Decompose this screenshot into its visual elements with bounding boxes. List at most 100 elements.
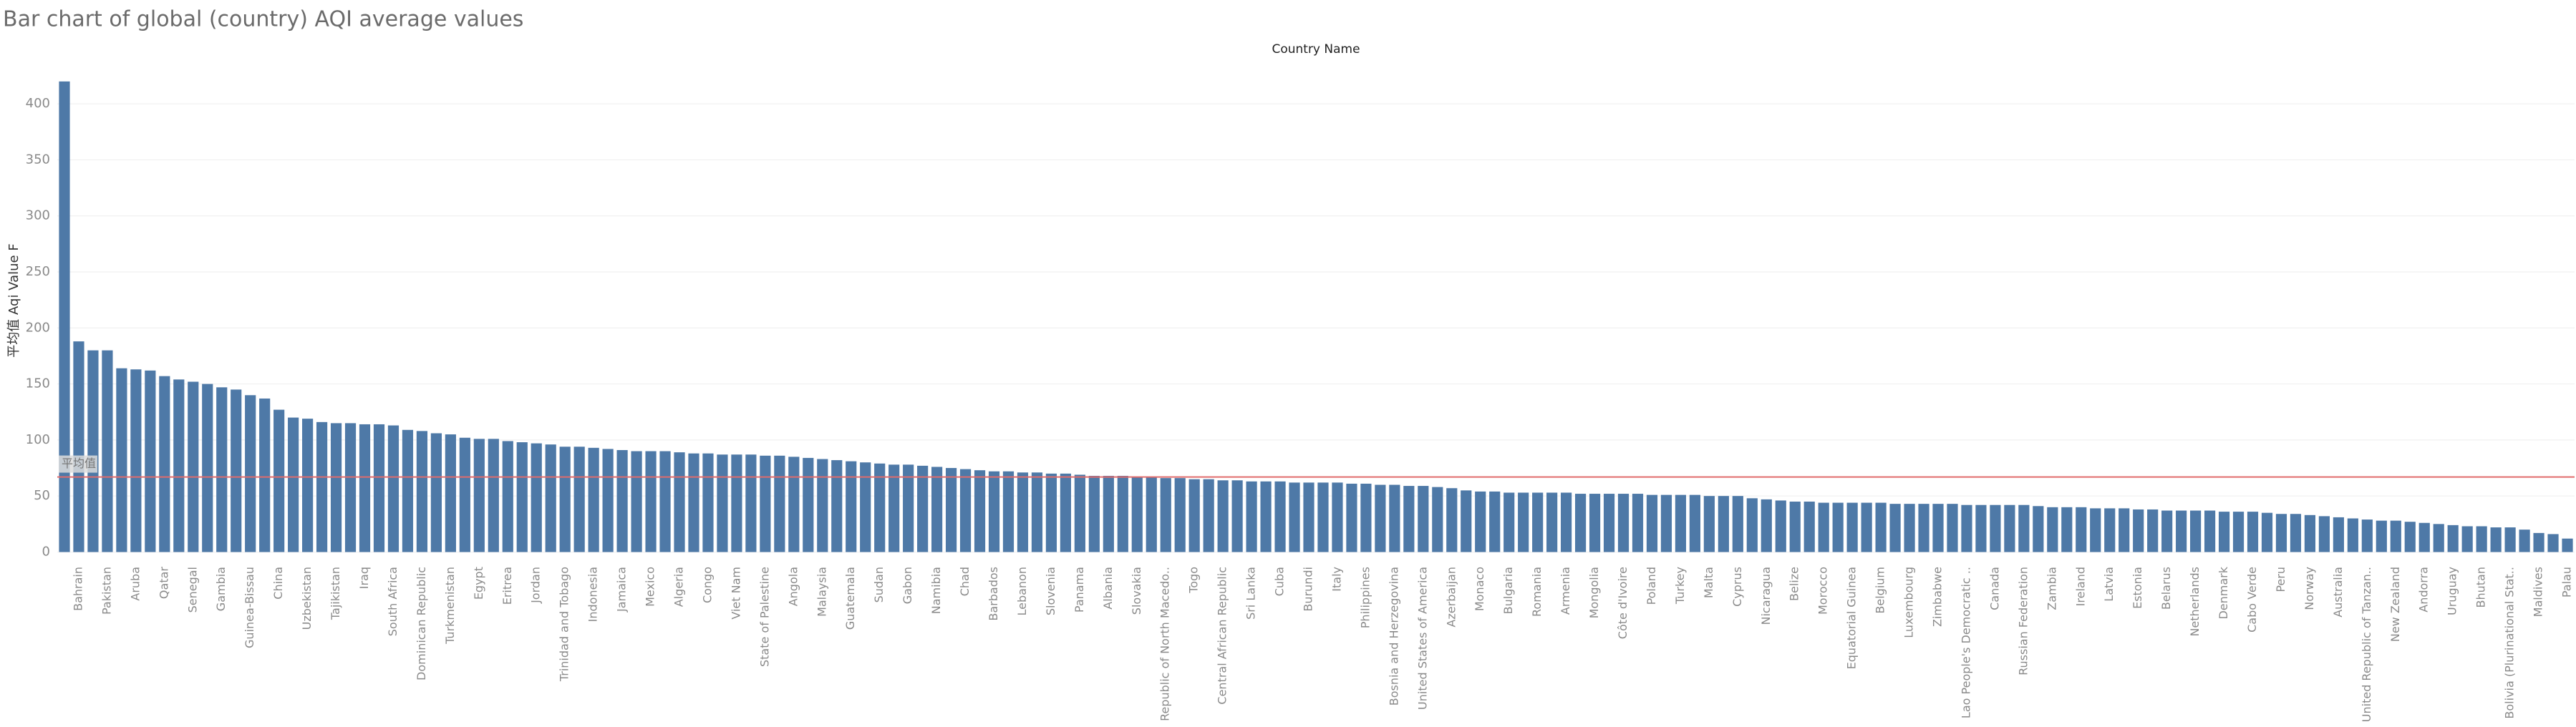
bar — [2133, 509, 2144, 552]
bar — [1389, 484, 1400, 552]
x-tick-label: Armenia — [1559, 567, 1572, 615]
x-tick-label: Maldives — [2532, 567, 2545, 617]
y-tick-label: 400 — [26, 96, 50, 111]
bar — [674, 452, 685, 552]
bar — [1274, 481, 1286, 552]
bar — [373, 424, 385, 552]
x-tick-label: Jamaica — [615, 567, 629, 613]
bar — [1703, 496, 1715, 552]
bar — [316, 421, 328, 552]
bar — [188, 381, 199, 552]
x-tick-label: Guatemala — [843, 567, 857, 630]
x-tick-label: Mongolia — [1587, 567, 1601, 618]
x-tick-label: Algeria — [672, 567, 686, 607]
bar — [488, 439, 499, 552]
x-tick-label: Norway — [2303, 567, 2316, 610]
x-tick-label: Cabo Verde — [2245, 567, 2259, 633]
bar — [2119, 508, 2130, 552]
x-header: Country Name — [1272, 42, 1360, 57]
x-tick-label: Congo — [700, 567, 714, 603]
x-tick-label: Cyprus — [1730, 567, 1744, 607]
bar — [2076, 507, 2087, 552]
x-tick-label: Nicaragua — [1759, 567, 1773, 625]
x-tick-label: Sudan — [872, 567, 886, 602]
bar — [2161, 510, 2173, 552]
bar — [2176, 510, 2187, 552]
bar — [974, 470, 986, 552]
bar — [430, 433, 442, 552]
bar — [888, 464, 900, 552]
x-tick-label: Mexico — [644, 567, 657, 607]
y-tick-label: 350 — [26, 152, 50, 167]
bar — [1346, 483, 1357, 552]
x-tick-label: Bolivia (Plurinational Stat.. — [2503, 567, 2517, 719]
bar — [2504, 527, 2516, 552]
bar — [659, 451, 671, 552]
bar — [2047, 507, 2058, 552]
x-tick-label: Zambia — [2045, 567, 2058, 610]
y-tick-label: 150 — [26, 376, 50, 391]
bar — [87, 350, 99, 552]
x-tick-label: Luxembourg — [1902, 567, 1916, 638]
bar — [2461, 526, 2473, 552]
x-tick-label: Senegal — [185, 567, 199, 613]
bar — [145, 370, 156, 552]
bar — [445, 434, 456, 552]
bar — [1761, 499, 1772, 552]
bar — [473, 439, 485, 552]
bar — [402, 429, 414, 552]
y-tick-label: 0 — [42, 544, 50, 559]
x-tick-label: State of Palestine — [757, 567, 771, 667]
x-tick-label: Turkmenistan — [443, 567, 457, 645]
x-tick-label: Malta — [1702, 567, 1715, 598]
bar — [702, 453, 714, 552]
bar — [159, 376, 170, 552]
bar — [2361, 519, 2373, 552]
x-tick-label: Turkey — [1673, 567, 1687, 605]
bar — [1203, 479, 1214, 552]
x-tick-label: Indonesia — [586, 567, 600, 622]
bar — [559, 447, 571, 552]
bar — [2433, 524, 2444, 552]
bar — [2390, 520, 2401, 552]
x-tick-label: Monaco — [1473, 567, 1486, 611]
bar — [1746, 498, 1758, 552]
y-tick-label: 300 — [26, 208, 50, 223]
bar — [1418, 486, 1429, 552]
x-tick-label: Eritrea — [500, 567, 514, 605]
bar — [2033, 506, 2044, 552]
y-tick-label: 250 — [26, 264, 50, 279]
x-tick-label: Denmark — [2217, 566, 2230, 619]
x-tick-label: Azerbaijan — [1444, 567, 1458, 628]
bar — [1131, 477, 1143, 552]
bar — [273, 409, 285, 552]
bar — [202, 384, 213, 552]
bar — [2476, 526, 2487, 552]
x-tick-label: Gambia — [214, 567, 228, 611]
bar — [2404, 522, 2416, 552]
x-tick-label: Angola — [786, 567, 800, 606]
bar — [1732, 496, 1743, 552]
bar — [502, 441, 513, 552]
x-tick-label: Andorra — [2417, 567, 2431, 613]
bar — [688, 453, 699, 552]
x-tick-label: Slovenia — [1044, 567, 1057, 615]
bar — [1360, 483, 1372, 552]
x-tick-label: Latvia — [2102, 567, 2116, 602]
bar — [1117, 475, 1128, 552]
bar — [917, 465, 929, 552]
x-tick-label: Belize — [1788, 567, 1801, 601]
bar — [1217, 480, 1229, 552]
bar — [2147, 509, 2159, 552]
bar — [1660, 494, 1672, 552]
x-tick-label: Zimbabwe — [1931, 567, 1945, 627]
x-tick-label: Viet Nam — [729, 567, 742, 620]
bar — [1260, 481, 1272, 552]
bar — [2290, 514, 2302, 552]
bar — [2533, 532, 2544, 552]
bar — [1932, 504, 1944, 552]
bar — [602, 449, 614, 552]
bar — [1775, 500, 1786, 552]
bar — [1689, 494, 1700, 552]
bar — [2018, 504, 2030, 552]
